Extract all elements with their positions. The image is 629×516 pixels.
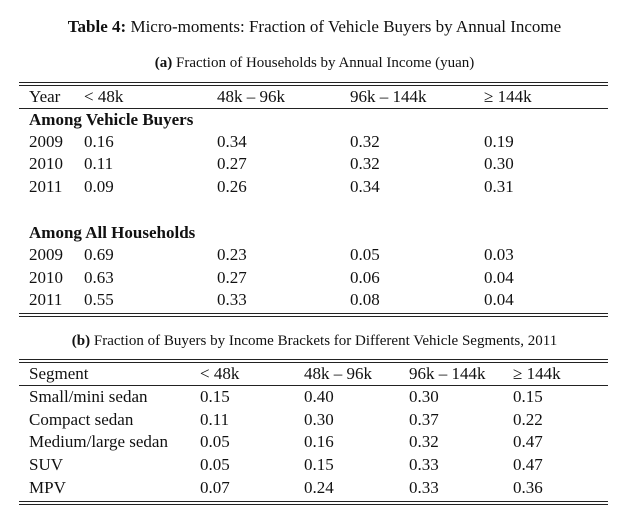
segment-cell: Compact sedan <box>29 410 134 429</box>
header-ge144k: ≥ 144k <box>513 364 561 383</box>
value-cell: 0.32 <box>409 432 439 451</box>
rule-a-bottom-1 <box>19 313 608 314</box>
value-cell: 0.03 <box>484 245 514 264</box>
value-cell: 0.04 <box>484 290 514 309</box>
value-cell: 0.32 <box>350 154 380 173</box>
panel-a-title: (a) Fraction of Households by Annual Inc… <box>0 55 629 72</box>
value-cell: 0.16 <box>304 432 334 451</box>
value-cell: 0.27 <box>217 268 247 287</box>
header-48-96k: 48k – 96k <box>217 87 285 106</box>
value-cell: 0.36 <box>513 478 543 497</box>
value-cell: 0.23 <box>217 245 247 264</box>
rule-b-top-2 <box>19 362 608 363</box>
header-48-96k: 48k – 96k <box>304 364 372 383</box>
rule-b-bottom-2 <box>19 504 608 505</box>
value-cell: 0.33 <box>409 478 439 497</box>
value-cell: 0.06 <box>350 268 380 287</box>
panel-b-label: (b) <box>71 333 91 349</box>
value-cell: 0.33 <box>217 290 247 309</box>
rule-a-header <box>19 108 608 109</box>
value-cell: 0.15 <box>200 387 230 406</box>
value-cell: 0.22 <box>513 410 543 429</box>
value-cell: 0.34 <box>350 177 380 196</box>
year-cell: 2009 <box>29 245 63 264</box>
header-lt48k: < 48k <box>84 87 124 106</box>
value-cell: 0.05 <box>200 432 230 451</box>
value-cell: 0.30 <box>409 387 439 406</box>
value-cell: 0.08 <box>350 290 380 309</box>
segment-cell: Medium/large sedan <box>29 432 168 451</box>
value-cell: 0.30 <box>484 154 514 173</box>
value-cell: 0.07 <box>200 478 230 497</box>
value-cell: 0.26 <box>217 177 247 196</box>
value-cell: 0.19 <box>484 132 514 151</box>
panel-b-title: (b) Fraction of Buyers by Income Bracket… <box>0 333 629 350</box>
value-cell: 0.34 <box>217 132 247 151</box>
rule-b-bottom-1 <box>19 501 608 502</box>
value-cell: 0.31 <box>484 177 514 196</box>
table-caption: Table 4: Micro-moments: Fraction of Vehi… <box>0 17 629 37</box>
rule-b-header <box>19 385 608 386</box>
group-vehicle-buyers: Among Vehicle Buyers <box>29 110 194 129</box>
value-cell: 0.16 <box>84 132 114 151</box>
rule-b-top-1 <box>19 359 608 360</box>
value-cell: 0.15 <box>304 455 334 474</box>
panel-b-title-text: Fraction of Buyers by Income Brackets fo… <box>93 333 558 349</box>
value-cell: 0.37 <box>409 410 439 429</box>
header-lt48k: < 48k <box>200 364 240 383</box>
value-cell: 0.47 <box>513 455 543 474</box>
value-cell: 0.09 <box>84 177 114 196</box>
value-cell: 0.15 <box>513 387 543 406</box>
value-cell: 0.05 <box>350 245 380 264</box>
header-96-144k: 96k – 144k <box>409 364 486 383</box>
year-cell: 2010 <box>29 268 63 287</box>
group-all-households: Among All Households <box>29 223 196 242</box>
segment-cell: MPV <box>29 478 66 497</box>
value-cell: 0.04 <box>484 268 514 287</box>
caption-text: Micro-moments: Fraction of Vehicle Buyer… <box>130 17 562 36</box>
year-cell: 2011 <box>29 290 63 309</box>
value-cell: 0.69 <box>84 245 114 264</box>
value-cell: 0.55 <box>84 290 114 309</box>
caption-label: Table 4: <box>67 17 127 36</box>
header-96-144k: 96k – 144k <box>350 87 427 106</box>
panel-a-label: (a) <box>154 55 173 71</box>
value-cell: 0.11 <box>84 154 114 173</box>
value-cell: 0.33 <box>409 455 439 474</box>
year-cell: 2011 <box>29 177 63 196</box>
value-cell: 0.27 <box>217 154 247 173</box>
rule-a-bottom-2 <box>19 316 608 317</box>
header-ge144k: ≥ 144k <box>484 87 532 106</box>
year-cell: 2010 <box>29 154 63 173</box>
value-cell: 0.47 <box>513 432 543 451</box>
segment-cell: Small/mini sedan <box>29 387 148 406</box>
value-cell: 0.24 <box>304 478 334 497</box>
value-cell: 0.30 <box>304 410 334 429</box>
panel-a-title-text: Fraction of Households by Annual Income … <box>175 55 475 71</box>
value-cell: 0.40 <box>304 387 334 406</box>
rule-a-top-1 <box>19 82 608 83</box>
header-year: Year <box>29 87 61 106</box>
rule-a-top-2 <box>19 85 608 86</box>
value-cell: 0.63 <box>84 268 114 287</box>
segment-cell: SUV <box>29 455 64 474</box>
year-cell: 2009 <box>29 132 63 151</box>
value-cell: 0.05 <box>200 455 230 474</box>
value-cell: 0.32 <box>350 132 380 151</box>
value-cell: 0.11 <box>200 410 230 429</box>
header-segment: Segment <box>29 364 89 383</box>
